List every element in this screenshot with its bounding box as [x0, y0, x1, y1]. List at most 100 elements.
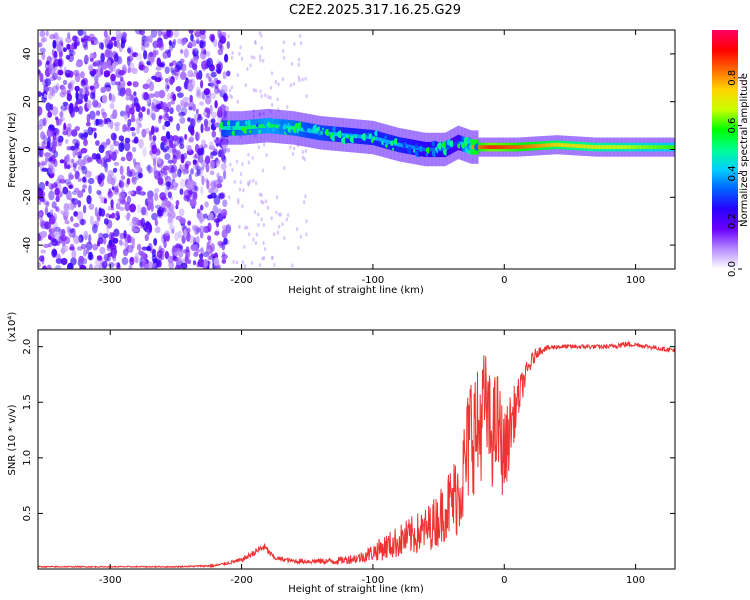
noise-blob	[105, 151, 109, 159]
trace-core	[343, 133, 345, 137]
noise-blob	[239, 45, 242, 50]
noise-blob	[214, 230, 220, 236]
noise-blob	[68, 174, 75, 180]
noise-blob	[257, 212, 260, 217]
trace-core	[533, 144, 535, 149]
noise-blob	[143, 65, 149, 74]
noise-blob	[78, 88, 84, 94]
trace-core	[650, 145, 653, 150]
trace-core	[461, 141, 464, 146]
trace-core	[649, 145, 652, 150]
noise-blob	[229, 88, 232, 93]
trace-core	[601, 145, 603, 150]
noise-blob	[123, 110, 129, 116]
trace-core	[516, 145, 518, 150]
trace-core	[224, 126, 226, 130]
noise-blob	[82, 204, 87, 214]
trace-core	[580, 144, 583, 149]
noise-blob	[200, 166, 205, 171]
noise-blob	[154, 91, 160, 98]
noise-blob	[124, 137, 131, 144]
trace-core	[460, 141, 462, 146]
noise-blob	[197, 113, 202, 119]
noise-blob	[77, 158, 84, 166]
noise-blob	[57, 76, 62, 81]
trace-core	[263, 124, 265, 128]
trace-core	[582, 144, 585, 149]
noise-blob	[277, 82, 280, 87]
x-tick-label: -100	[362, 275, 385, 286]
noise-blob	[124, 88, 132, 96]
noise-blob	[220, 37, 226, 45]
noise-blob	[89, 110, 96, 120]
noise-blob	[211, 111, 218, 119]
trace-core	[322, 131, 324, 135]
trace-core	[546, 143, 549, 148]
noise-blob	[57, 209, 64, 214]
noise-blob	[207, 222, 212, 233]
trace-core	[577, 144, 579, 148]
trace-core	[570, 143, 572, 148]
noise-blob	[258, 192, 262, 197]
noise-blob	[133, 136, 139, 144]
noise-blob	[216, 172, 220, 179]
trace-core	[501, 145, 504, 150]
trace-core	[507, 145, 509, 150]
noise-blob	[53, 32, 59, 40]
trace-core	[489, 145, 491, 150]
trace-core	[634, 145, 636, 150]
trace-core	[510, 145, 512, 150]
noise-blob	[64, 155, 70, 165]
noise-blob	[148, 224, 153, 233]
noise-blob	[55, 83, 60, 91]
noise-blob	[289, 83, 293, 88]
noise-blob	[195, 235, 200, 245]
colorbar: 0.0 0.2 0.4 0.6 0.8 Normalized spectral ampl…	[712, 30, 750, 277]
trace-core	[609, 145, 612, 150]
noise-blob	[141, 246, 148, 251]
trace-core	[457, 140, 460, 145]
trace-core	[595, 145, 597, 150]
trace-core	[610, 145, 612, 150]
noise-blob	[66, 164, 71, 170]
trace-core	[484, 145, 486, 150]
noise-blob	[43, 243, 50, 248]
trace-core	[483, 145, 486, 150]
noise-blob	[56, 43, 62, 53]
noise-blob	[199, 101, 205, 106]
trace-core	[633, 145, 635, 150]
trace-core	[658, 145, 661, 150]
trace-core	[653, 145, 656, 150]
noise-blob	[185, 248, 191, 258]
colorbar-tick-label: 0.2	[727, 213, 738, 229]
trace-core	[616, 145, 618, 150]
noise-blob	[232, 259, 235, 264]
noise-blob	[293, 42, 296, 47]
noise-blob	[65, 54, 71, 60]
trace-core	[501, 145, 503, 150]
noise-blob	[164, 250, 169, 260]
noise-blob	[187, 144, 192, 152]
noise-blob	[53, 226, 61, 232]
noise-blob	[230, 85, 234, 90]
noise-blob	[210, 181, 217, 190]
noise-blob	[48, 215, 56, 225]
noise-blob	[170, 99, 175, 105]
noise-blob	[245, 225, 249, 230]
noise-blob	[247, 232, 251, 237]
noise-blob	[98, 41, 104, 50]
trace-core	[460, 141, 463, 146]
trace-core	[599, 145, 601, 150]
noise-blob	[71, 190, 78, 196]
noise-blob	[101, 260, 108, 269]
noise-blob	[180, 49, 184, 54]
noise-blob	[188, 41, 193, 48]
noise-blob	[164, 77, 169, 83]
noise-blob	[84, 170, 92, 178]
noise-blob	[72, 148, 76, 158]
trace-core	[602, 145, 605, 150]
noise-blob	[282, 55, 286, 60]
noise-blob	[52, 213, 58, 222]
y-tick-label: -40	[22, 237, 33, 253]
trace-core	[486, 145, 488, 150]
